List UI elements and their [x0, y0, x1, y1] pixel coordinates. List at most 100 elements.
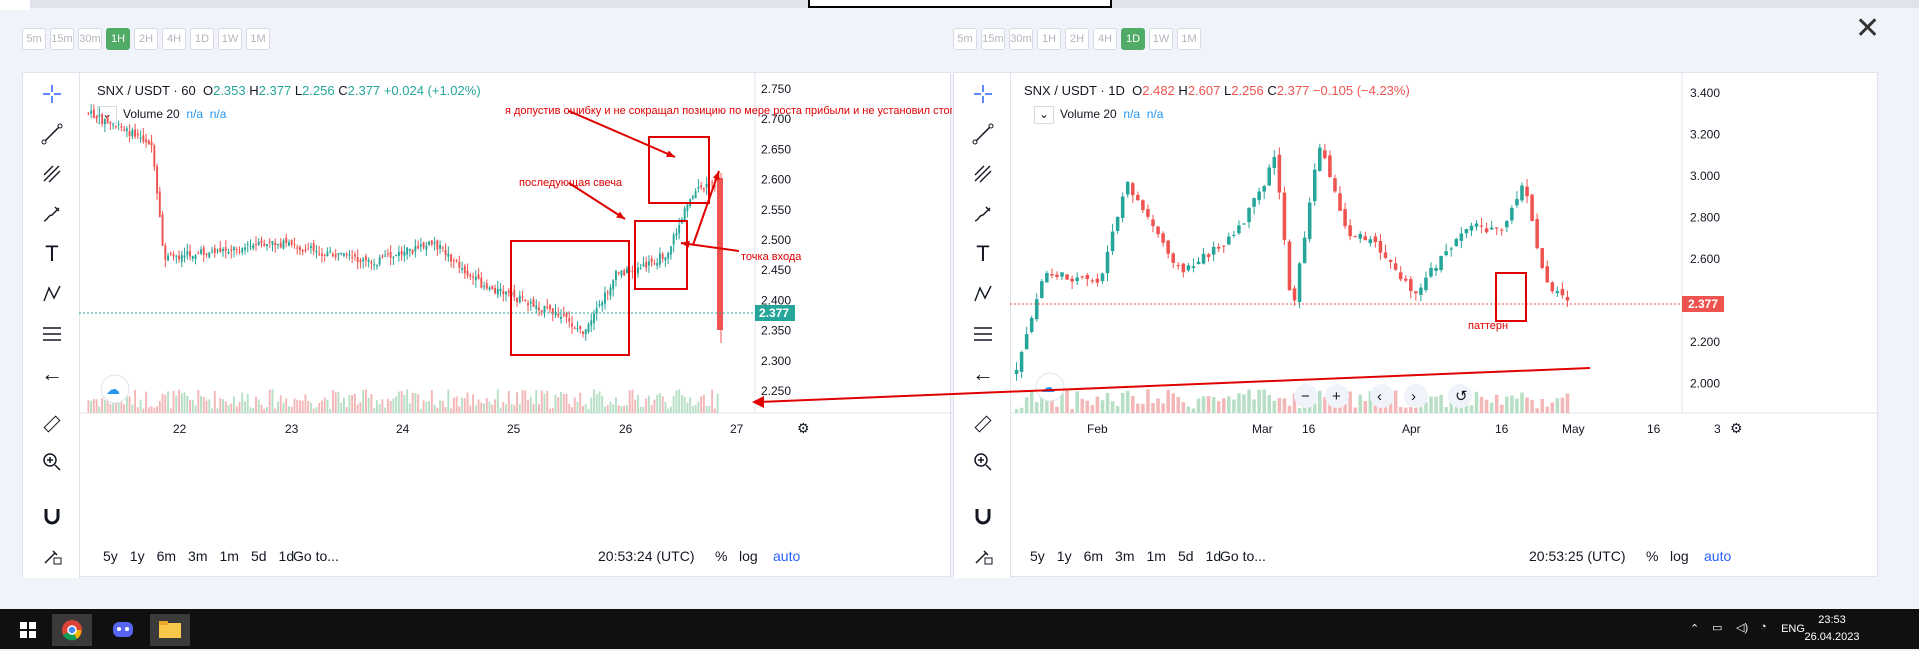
timeframe-1H[interactable]: 1H — [106, 28, 130, 50]
volume-icon[interactable]: ◁) — [1736, 622, 1749, 634]
zoom-icon[interactable] — [970, 449, 996, 475]
candle-body — [691, 196, 694, 199]
back-arrow-icon[interactable]: ← — [972, 361, 994, 386]
text-tool-icon[interactable]: T — [45, 241, 59, 266]
timeframe-30m[interactable]: 30m — [78, 28, 102, 50]
pattern-icon[interactable] — [39, 281, 65, 307]
percent-toggle[interactable]: % — [1646, 548, 1659, 564]
battery-icon[interactable]: ▭ — [1712, 622, 1723, 634]
timeframe-1D[interactable]: 1D — [1121, 28, 1145, 50]
collapse-chevron-icon[interactable]: ⌄ — [1034, 106, 1054, 124]
range-5y[interactable]: 5y — [1030, 548, 1045, 564]
lock-drawings-icon[interactable] — [39, 543, 65, 569]
ruler-icon[interactable] — [970, 411, 996, 437]
magnet-icon[interactable] — [970, 503, 996, 529]
timeframe-30m[interactable]: 30m — [1009, 28, 1033, 50]
timeframe-1M[interactable]: 1M — [1177, 28, 1201, 50]
price-chart-right[interactable]: 3.4003.2003.0002.8002.6002.4002.2002.000… — [1010, 73, 1879, 578]
text-tool-icon[interactable]: T — [976, 241, 990, 266]
timeframe-4H[interactable]: 4H — [162, 28, 186, 50]
timeframe-15m[interactable]: 15m — [981, 28, 1005, 50]
volume-bar — [543, 393, 546, 413]
file-explorer-icon[interactable] — [150, 614, 190, 646]
range-1m[interactable]: 1m — [1146, 548, 1166, 564]
price-tick: 2.750 — [761, 82, 791, 96]
zoom-icon[interactable] — [39, 449, 65, 475]
trend-line-icon[interactable] — [39, 121, 65, 147]
log-toggle[interactable]: log — [739, 548, 758, 564]
price-chart-left[interactable]: 2.750 2.700 2.650 2.600 2.550 2.500 2.450 2.400… — [79, 73, 952, 578]
candle-body — [590, 320, 593, 326]
trend-line-icon[interactable] — [970, 121, 996, 147]
range-1y[interactable]: 1y — [1056, 548, 1072, 564]
goto-button[interactable]: Go to... — [1220, 548, 1266, 564]
volume-bar — [279, 395, 282, 413]
candle-body — [686, 204, 689, 211]
range-6m[interactable]: 6m — [156, 548, 177, 564]
timeframe-1M[interactable]: 1M — [246, 28, 270, 50]
timeframe-4H[interactable]: 4H — [1093, 28, 1117, 50]
range-1d[interactable]: 1d — [278, 548, 295, 564]
discord-icon[interactable] — [103, 614, 143, 646]
percent-toggle[interactable]: % — [715, 548, 728, 564]
clock-utc[interactable]: 20:53:24 (UTC) — [598, 548, 695, 564]
candle-body — [227, 251, 230, 254]
candle-body — [639, 268, 642, 270]
timeframe-2H[interactable]: 2H — [1065, 28, 1089, 50]
range-3m[interactable]: 3m — [1115, 548, 1135, 564]
back-arrow-icon[interactable]: ← — [41, 361, 63, 386]
range-1m[interactable]: 1m — [219, 548, 239, 564]
brush-icon[interactable] — [39, 201, 65, 227]
clock-utc[interactable]: 20:53:25 (UTC) — [1529, 548, 1626, 564]
taskbar-date[interactable]: 26.04.2023 — [1804, 631, 1860, 643]
volume-bar — [288, 406, 290, 413]
candle-body — [128, 131, 131, 137]
timeframe-5m[interactable]: 5m — [953, 28, 977, 50]
crosshair-icon[interactable] — [39, 81, 65, 107]
timeframe-5m[interactable]: 5m — [22, 28, 46, 50]
candle-body — [205, 254, 208, 256]
range-1y[interactable]: 1y — [129, 548, 145, 564]
candle-body — [123, 129, 126, 131]
ruler-icon[interactable] — [39, 411, 65, 437]
range-3m[interactable]: 3m — [188, 548, 208, 564]
close-icon[interactable]: ✕ — [1855, 12, 1881, 45]
windows-start-icon[interactable] — [8, 614, 48, 646]
symbol-legend-right: SNX / USDT · 1D O2.482 H2.607 L2.256 C2.… — [1024, 83, 1410, 98]
tray-chevron-icon[interactable]: ⌃ — [1690, 623, 1700, 635]
magnet-icon[interactable] — [39, 503, 65, 529]
volume-bar — [560, 392, 562, 413]
chrome-icon[interactable] — [52, 614, 92, 646]
candle-body — [1166, 240, 1170, 254]
candle-body — [408, 248, 411, 251]
timeframe-2H[interactable]: 2H — [134, 28, 158, 50]
goto-button[interactable]: Go to... — [293, 548, 339, 564]
auto-toggle[interactable]: auto — [1704, 548, 1732, 564]
lock-drawings-icon[interactable] — [970, 543, 996, 569]
range-5y[interactable]: 5y — [103, 548, 118, 564]
taskbar-time[interactable]: 23:53 — [1818, 614, 1846, 626]
measure-lines-icon[interactable] — [39, 321, 65, 347]
candle-body — [1146, 209, 1150, 217]
wifi-icon[interactable]: ◔ — [1760, 621, 1767, 633]
language-indicator[interactable]: ENG — [1781, 623, 1805, 635]
fib-icon[interactable] — [39, 161, 65, 187]
brush-icon[interactable] — [970, 201, 996, 227]
timeframe-15m[interactable]: 15m — [50, 28, 74, 50]
range-5d[interactable]: 5d — [250, 548, 267, 564]
measure-lines-icon[interactable] — [970, 321, 996, 347]
timeframe-1W[interactable]: 1W — [1149, 28, 1173, 50]
auto-toggle[interactable]: auto — [773, 548, 801, 564]
log-toggle[interactable]: log — [1670, 548, 1689, 564]
fib-icon[interactable] — [970, 161, 996, 187]
candle-body — [683, 208, 686, 222]
crosshair-icon[interactable] — [970, 81, 996, 107]
range-1d[interactable]: 1d — [1205, 548, 1222, 564]
timeframe-1W[interactable]: 1W — [218, 28, 242, 50]
pattern-icon[interactable] — [970, 281, 996, 307]
collapse-chevron-icon[interactable]: ⌄ — [97, 106, 117, 124]
range-5d[interactable]: 5d — [1177, 548, 1194, 564]
range-6m[interactable]: 6m — [1083, 548, 1104, 564]
timeframe-1H[interactable]: 1H — [1037, 28, 1061, 50]
timeframe-1D[interactable]: 1D — [190, 28, 214, 50]
